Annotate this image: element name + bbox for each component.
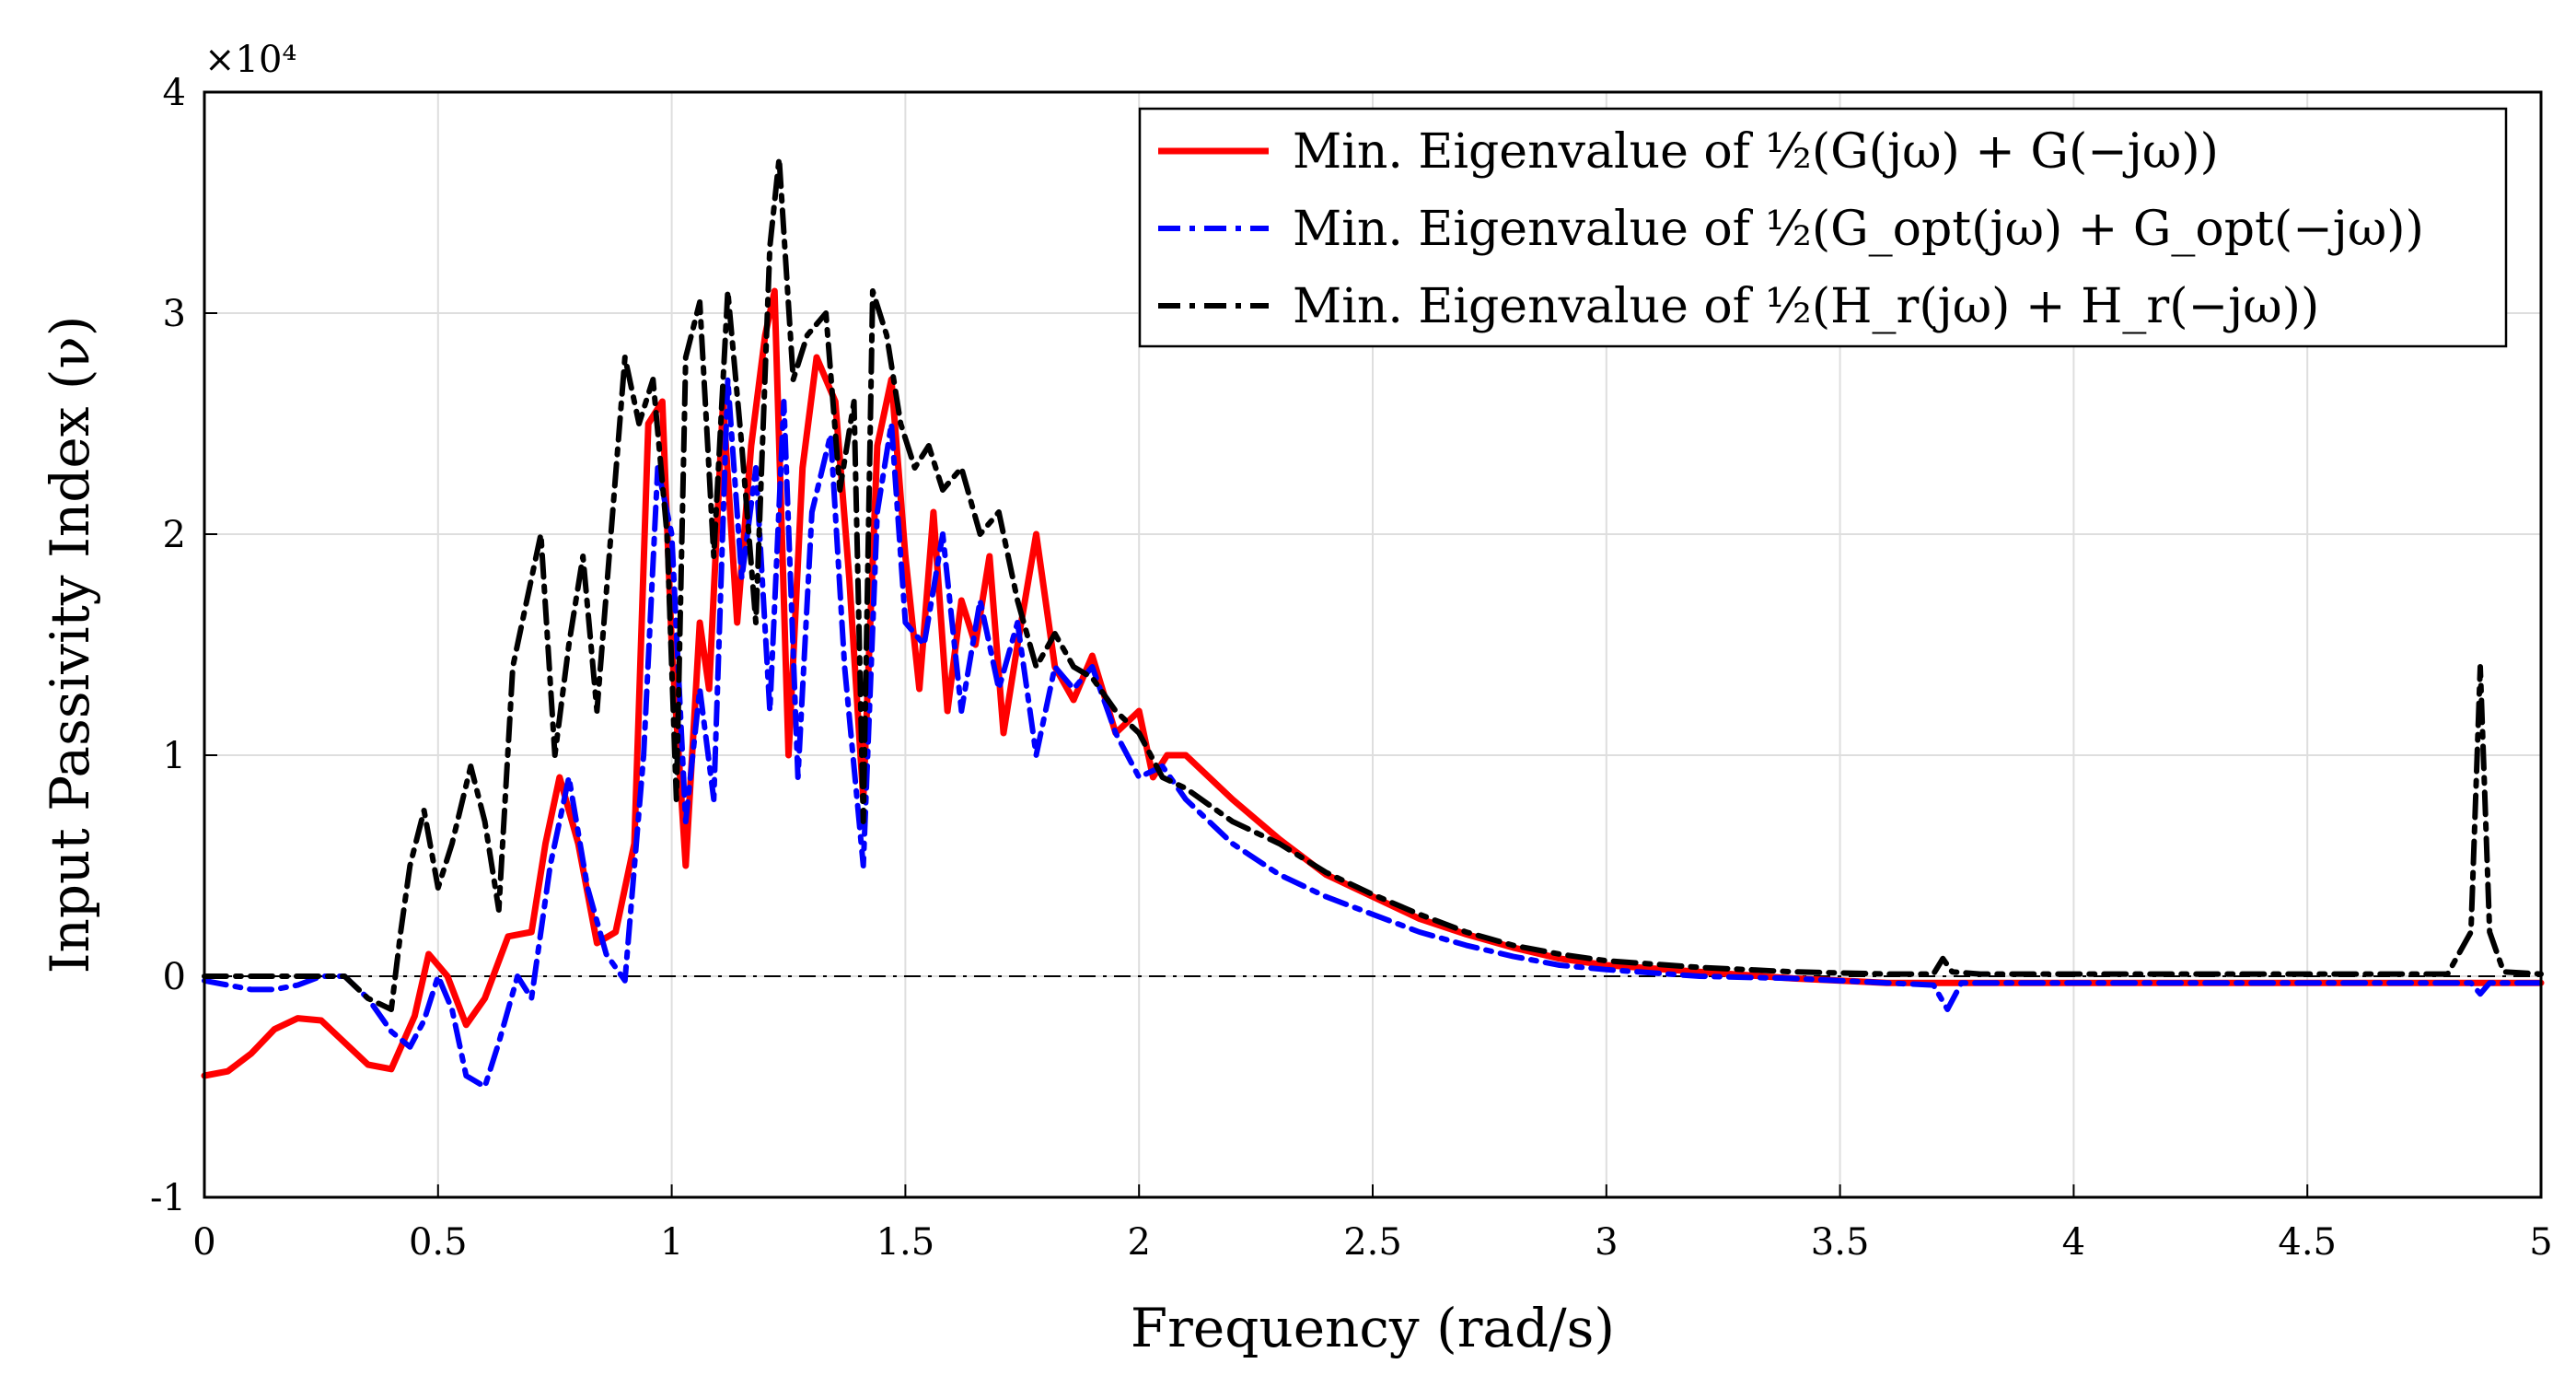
legend-label-3: Min. Eigenvalue of ½(H_r(jω) + H_r(−jω)) bbox=[1293, 279, 2319, 334]
x-tick-label: 1 bbox=[660, 1221, 683, 1264]
legend: Min. Eigenvalue of ½(G(jω) + G(−jω)) Min.… bbox=[1138, 107, 2508, 348]
y-tick-label: 1 bbox=[163, 735, 186, 777]
x-tick-label: 0.5 bbox=[409, 1221, 468, 1264]
x-tick-label: 2 bbox=[1127, 1221, 1150, 1264]
legend-box bbox=[1138, 107, 2508, 348]
x-tick-label: 3 bbox=[1595, 1221, 1618, 1264]
y-tick-label: 0 bbox=[163, 956, 186, 998]
x-tick-label: 2.5 bbox=[1343, 1221, 1402, 1264]
y-axis-label: Input Passivity Index (ν) bbox=[39, 316, 101, 974]
x-tick-label: 4.5 bbox=[2278, 1221, 2337, 1264]
y-axis-multiplier: ×10⁴ bbox=[204, 39, 296, 81]
x-tick-label: 5 bbox=[2529, 1221, 2552, 1264]
y-tick-label: 3 bbox=[163, 293, 186, 335]
series-line-3 bbox=[202, 156, 2544, 1012]
x-axis-label: Frequency (rad/s) bbox=[1131, 1297, 1615, 1359]
y-tick-label: -1 bbox=[150, 1177, 186, 1219]
x-tick-label: 0 bbox=[192, 1221, 215, 1264]
legend-label-1: Min. Eigenvalue of ½(G(jω) + G(−jω)) bbox=[1293, 124, 2219, 180]
legend-label-2: Min. Eigenvalue of ½(G_opt(jω) + G_opt(−… bbox=[1293, 202, 2424, 257]
series-lines bbox=[201, 156, 2545, 1090]
x-tick-label: 3.5 bbox=[1811, 1221, 1870, 1264]
x-tick-label: 1.5 bbox=[876, 1221, 935, 1264]
series-line-2 bbox=[202, 377, 2544, 1090]
y-tick-label: 4 bbox=[163, 72, 186, 114]
y-tick-label: 2 bbox=[163, 514, 186, 556]
x-tick-label: 4 bbox=[2062, 1221, 2085, 1264]
series-line-1 bbox=[201, 287, 2545, 1079]
